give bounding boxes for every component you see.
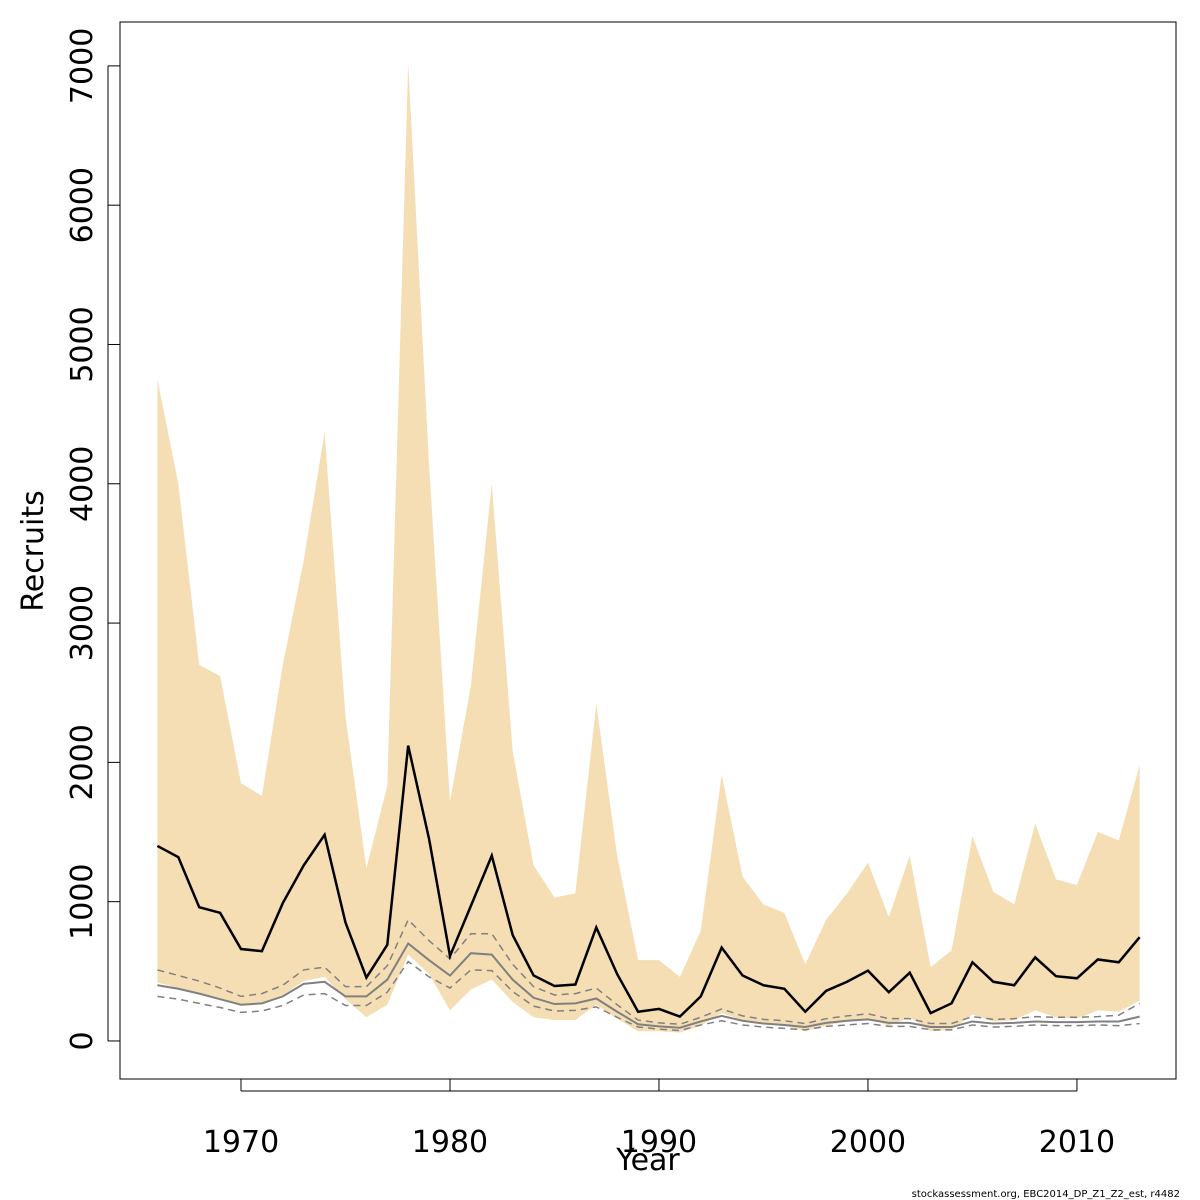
x-tick-label: 2010 bbox=[1039, 1125, 1115, 1160]
x-axis-label: Year bbox=[615, 1143, 680, 1178]
confidence-band bbox=[157, 63, 1140, 1033]
series-line bbox=[157, 960, 1140, 1032]
x-tick-label: 1970 bbox=[203, 1125, 279, 1160]
y-tick-label: 0 bbox=[65, 1031, 100, 1050]
y-tick-label: 6000 bbox=[65, 167, 100, 243]
y-tick-label: 7000 bbox=[65, 28, 100, 104]
y-tick-label: 2000 bbox=[65, 724, 100, 800]
footer: stockassessment.org, EBC2014_DP_Z1_Z2_es… bbox=[912, 1189, 1180, 1200]
y-tick-label: 1000 bbox=[65, 863, 100, 939]
y-axis-label: Recruits bbox=[16, 490, 51, 612]
plot-frame bbox=[119, 21, 1177, 1080]
y-tick-label: 4000 bbox=[65, 446, 100, 522]
y-tick-label: 5000 bbox=[65, 306, 100, 382]
series-line bbox=[157, 918, 1141, 1026]
y-tick-label: 3000 bbox=[65, 585, 100, 661]
x-tick-label: 2000 bbox=[830, 1125, 906, 1160]
series-line bbox=[157, 941, 1140, 1029]
series-line bbox=[156, 745, 1141, 1019]
x-tick-label: 1990 bbox=[621, 1125, 697, 1160]
x-tick-label: 1980 bbox=[412, 1125, 488, 1160]
